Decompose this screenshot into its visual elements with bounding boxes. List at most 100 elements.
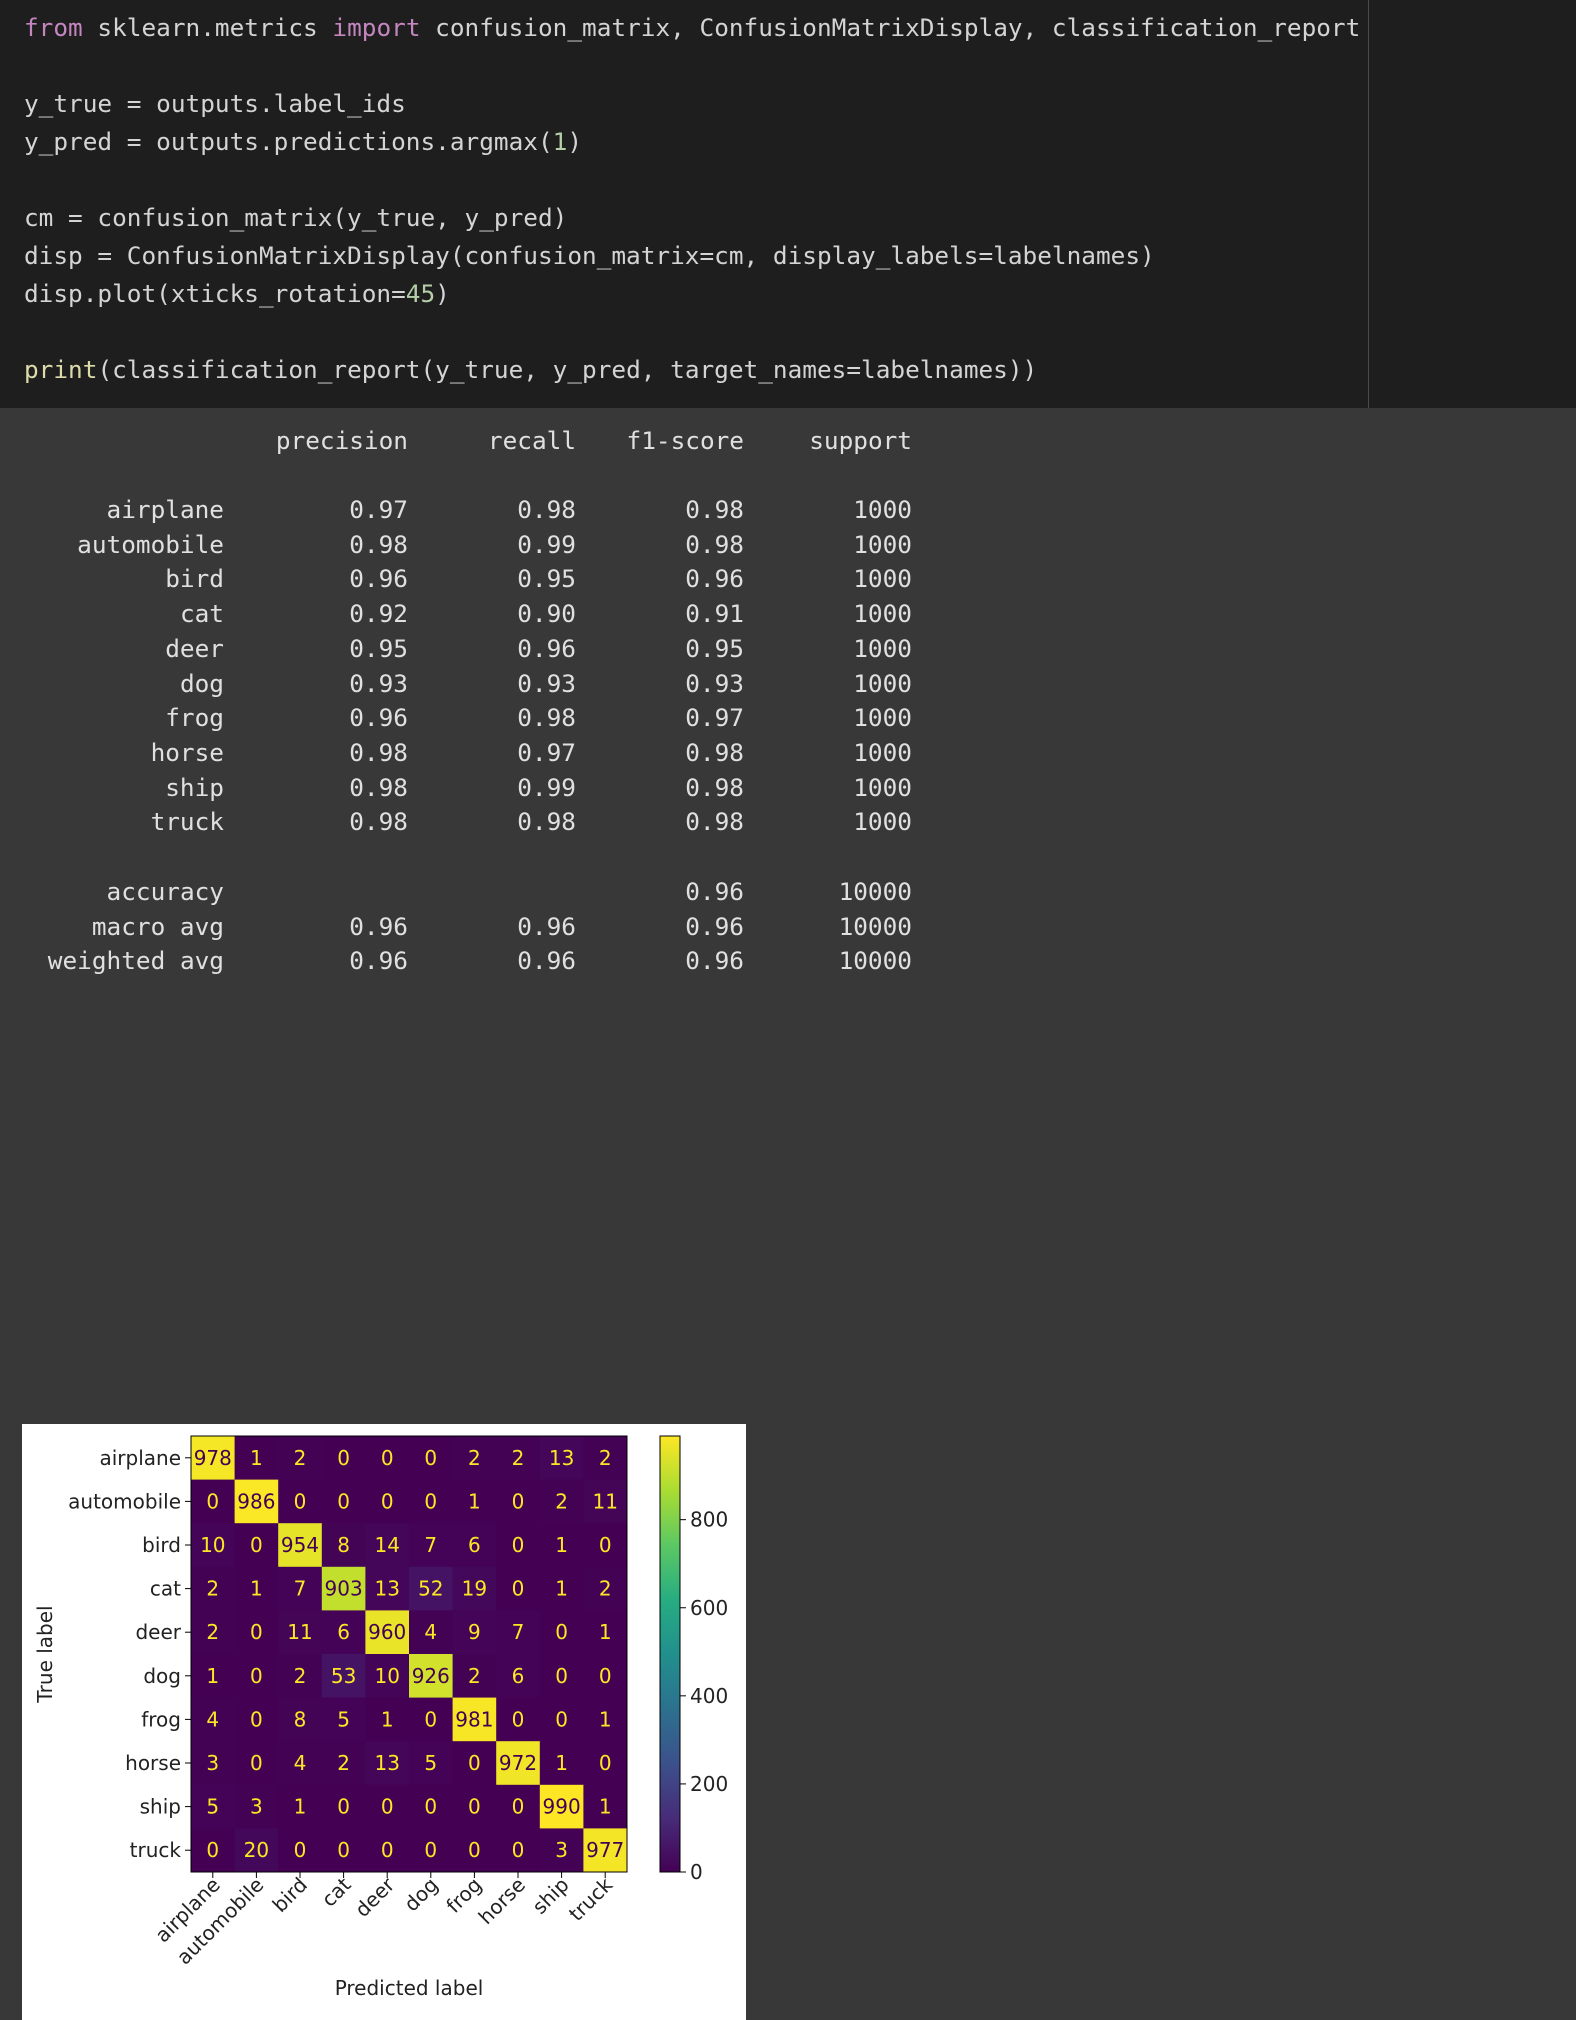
code-line-4[interactable]: cm = confusion_matrix(y_true, y_pred): [24, 203, 568, 232]
code-cell[interactable]: from sklearn.metrics import confusion_ma…: [0, 0, 1576, 408]
cell-value-label: 972: [499, 1751, 537, 1775]
heatmap-cell: [409, 1436, 454, 1481]
report-cell-label: ship: [165, 772, 224, 802]
code-line-6[interactable]: disp.plot(xticks_rotation=45): [24, 275, 450, 313]
report-cell-support: 1000: [853, 564, 912, 594]
report-cell-recall: 0.96: [517, 946, 576, 976]
code-text: disp.plot(xticks_rotation=: [24, 279, 406, 308]
code-line-5[interactable]: disp = ConfusionMatrixDisplay(confusion_…: [24, 241, 1155, 270]
cell-value-label: 52: [418, 1577, 443, 1601]
cell-value-label: 0: [424, 1838, 437, 1862]
cell-value-label: 7: [512, 1620, 525, 1644]
heatmap-cell: [365, 1436, 410, 1481]
cell-value-label: 14: [374, 1533, 399, 1557]
code-line-3[interactable]: y_pred = outputs.predictions.argmax(1): [24, 123, 582, 161]
code-line-7[interactable]: print(classification_report(y_true, y_pr…: [24, 351, 1037, 389]
cell-value-label: 0: [512, 1838, 525, 1862]
report-cell-f1: 0.96: [685, 877, 744, 906]
report-cell-precision: 0.97: [349, 495, 408, 524]
cell-value-label: 0: [468, 1751, 481, 1775]
heatmap-cell: [496, 1479, 541, 1524]
heatmap-cell: [539, 1523, 584, 1568]
cell-value-label: 926: [412, 1664, 450, 1688]
report-cell-support: 10000: [838, 877, 912, 906]
report-cell-precision: 0.92: [349, 599, 408, 629]
cell-value-label: 0: [424, 1489, 437, 1513]
code-text: ): [567, 127, 583, 156]
cell-value-label: 0: [512, 1707, 525, 1731]
code-text: y_pred = outputs.predictions.argmax(: [24, 127, 553, 156]
report-cell-precision: 0.96: [349, 946, 408, 976]
report-cell-precision: 0.98: [349, 772, 408, 802]
heatmap-cell: [409, 1479, 454, 1524]
report-cell-precision: precision: [275, 426, 408, 455]
cell-value-label: 2: [599, 1446, 612, 1470]
report-cell-support: 1000: [853, 529, 912, 559]
report-cell-precision: 0.93: [349, 668, 408, 698]
cell-value-label: 4: [294, 1751, 307, 1775]
heatmap-cell: [234, 1479, 279, 1524]
code-line-1[interactable]: from sklearn.metrics import confusion_ma…: [24, 9, 1360, 47]
cell-value-label: 0: [337, 1838, 350, 1862]
report-cell-f1: 0.96: [685, 911, 744, 941]
cell-value-label: 0: [250, 1620, 263, 1644]
report-cell-f1: 0.91: [685, 599, 744, 629]
report-row: airplane 0.97 0.98 0.98 1000: [0, 493, 1000, 527]
cell-value-label: 0: [468, 1795, 481, 1819]
heatmap-cell: [452, 1479, 497, 1524]
y-tick-label: deer: [135, 1620, 181, 1644]
line-length-ruler: [1368, 0, 1369, 408]
confusion-matrix-figure: 978 1 2 0 0 0 2 2 13 2 0 986 0 0 0 0 1 0 2 11 10 0 954 8 14 7 6 0 1 0…: [22, 1424, 746, 2020]
x-tick-label: truck: [564, 1872, 618, 1926]
cell-value-label: 0: [599, 1664, 612, 1688]
cell-value-label: 0: [294, 1489, 307, 1513]
report-cell-label: bird: [165, 564, 224, 594]
cell-value-label: 2: [555, 1489, 568, 1513]
report-cell-recall: 0.98: [517, 703, 576, 733]
cell-value-label: 0: [512, 1577, 525, 1601]
cell-value-label: 1: [599, 1707, 612, 1731]
cell-value-label: 1: [250, 1446, 263, 1470]
x-tick-label: bird: [268, 1873, 312, 1917]
cell-value-label: 7: [424, 1533, 437, 1557]
cell-value-label: 5: [424, 1751, 437, 1775]
cell-value-label: 0: [294, 1838, 307, 1862]
report-cell-recall: 0.95: [517, 564, 576, 594]
report-cell-label: accuracy: [106, 877, 224, 906]
function-print: print: [24, 355, 98, 384]
cell-value-label: 977: [586, 1838, 624, 1862]
report-cell-precision: 0.98: [349, 529, 408, 559]
keyword-from: from: [24, 13, 83, 42]
colorbar-tick-label: 800: [690, 1508, 728, 1532]
report-row: truck 0.98 0.98 0.98 1000: [0, 805, 1000, 839]
heatmap-cell: [321, 1436, 366, 1481]
heatmap-cell: [321, 1479, 366, 1524]
report-cell-f1: 0.97: [685, 703, 744, 733]
cell-value-label: 0: [599, 1533, 612, 1557]
keyword-import: import: [332, 13, 421, 42]
report-summary-row: accuracy 0.96 10000: [0, 875, 1000, 909]
cell-value-label: 978: [194, 1446, 232, 1470]
code-line-2[interactable]: y_true = outputs.label_ids: [24, 89, 406, 118]
report-cell-precision: 0.96: [349, 703, 408, 733]
report-row: deer 0.95 0.96 0.95 1000: [0, 632, 1000, 666]
y-tick-label: ship: [140, 1795, 181, 1819]
cell-value-label: 0: [337, 1795, 350, 1819]
cell-value-label: 4: [424, 1620, 437, 1644]
cell-value-label: 11: [592, 1489, 617, 1513]
heatmap-cell: [365, 1523, 410, 1568]
heatmap-cell: [278, 1436, 323, 1481]
cell-value-label: 0: [250, 1533, 263, 1557]
report-cell-support: 1000: [853, 633, 912, 663]
report-cell-f1: 0.98: [685, 772, 744, 802]
report-cell-label: frog: [165, 703, 224, 733]
cell-value-label: 0: [250, 1664, 263, 1688]
heatmap-cell: [539, 1566, 584, 1611]
report-row: horse 0.98 0.97 0.98 1000: [0, 736, 1000, 770]
cell-value-label: 53: [331, 1664, 356, 1688]
y-tick-label: cat: [150, 1577, 181, 1601]
report-cell-f1: 0.96: [685, 946, 744, 976]
report-cell-recall: recall: [487, 426, 576, 455]
report-cell-label: deer: [165, 633, 224, 663]
colorbar: [659, 1435, 681, 1873]
